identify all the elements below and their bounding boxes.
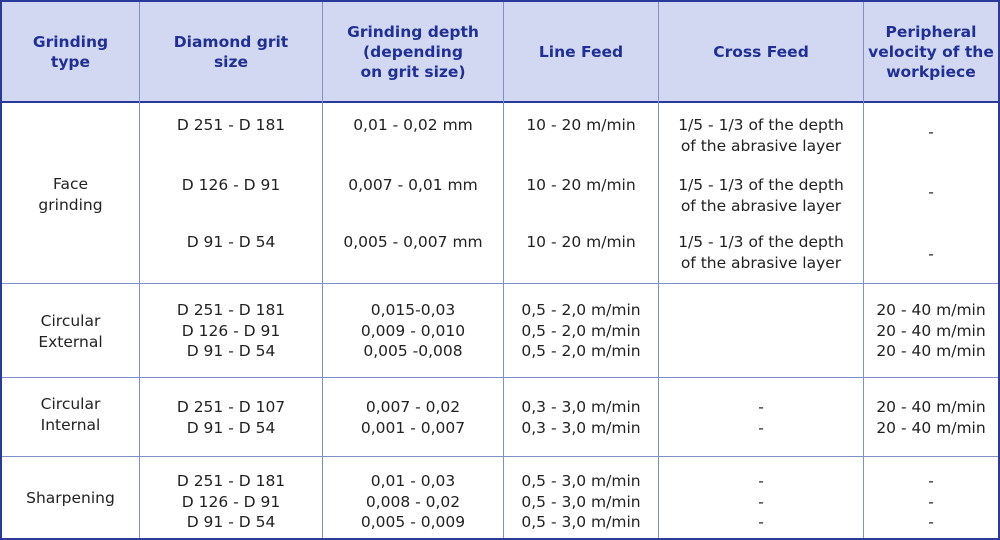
cell-line-feed: 0,3 - 3,0 m/min 0,3 - 3,0 m/min bbox=[521, 398, 641, 437]
cell-velocity: - - - bbox=[928, 472, 934, 531]
header-diamond-grit-size: Diamond grit size bbox=[173, 32, 289, 71]
cell-depth: 0,015-0,03 0,009 - 0,010 0,005 -0,008 bbox=[360, 301, 466, 360]
header-grinding-depth: Grinding depth (depending on grit size) bbox=[347, 22, 479, 81]
header-line-feed: Line Feed bbox=[538, 42, 624, 61]
cell-type-circular-external: Circular External bbox=[38, 312, 103, 351]
cell-depth: 0,007 - 0,01 mm bbox=[348, 176, 478, 194]
header-peripheral-velocity: Peripheral velocity of the workpiece bbox=[868, 22, 994, 81]
cell-depth: 0,007 - 0,02 0,001 - 0,007 bbox=[360, 398, 466, 437]
cell-grit: D 91 - D 54 bbox=[186, 233, 276, 251]
cell-cross-feed: - - - bbox=[758, 472, 764, 531]
column-divider bbox=[658, 2, 659, 538]
cell-line-feed: 10 - 20 m/min bbox=[526, 176, 636, 194]
cell-velocity: - bbox=[928, 123, 934, 141]
header-cross-feed: Cross Feed bbox=[713, 42, 809, 61]
cell-cross-feed: 1/5 - 1/3 of the depth of the abrasive l… bbox=[678, 233, 844, 272]
cell-velocity: 20 - 40 m/min 20 - 40 m/min 20 - 40 m/mi… bbox=[876, 301, 986, 360]
column-divider bbox=[322, 2, 323, 538]
cell-type-face-grinding: Face grinding bbox=[38, 175, 103, 214]
cell-velocity: - bbox=[928, 183, 934, 201]
cell-grit: D 251 - D 181 D 126 - D 91 D 91 - D 54 bbox=[176, 472, 286, 531]
column-divider bbox=[139, 2, 140, 538]
cell-line-feed: 0,5 - 2,0 m/min 0,5 - 2,0 m/min 0,5 - 2,… bbox=[521, 301, 641, 360]
cell-cross-feed: 1/5 - 1/3 of the depth of the abrasive l… bbox=[678, 176, 844, 215]
cell-depth: 0,01 - 0,03 0,008 - 0,02 0,005 - 0,009 bbox=[360, 472, 466, 531]
cell-line-feed: 0,5 - 3,0 m/min 0,5 - 3,0 m/min 0,5 - 3,… bbox=[521, 472, 641, 531]
cell-depth: 0,005 - 0,007 mm bbox=[343, 233, 483, 251]
cell-grit: D 251 - D 181 bbox=[176, 116, 286, 134]
cell-cross-feed: - - bbox=[758, 398, 764, 437]
cell-grit: D 251 - D 107 D 91 - D 54 bbox=[176, 398, 286, 437]
cell-line-feed: 10 - 20 m/min bbox=[526, 233, 636, 251]
table-header-row bbox=[2, 2, 998, 103]
cell-line-feed: 10 - 20 m/min bbox=[526, 116, 636, 134]
column-divider bbox=[863, 2, 864, 538]
row-divider bbox=[2, 456, 998, 457]
row-divider bbox=[2, 283, 998, 284]
cell-depth: 0,01 - 0,02 mm bbox=[353, 116, 473, 134]
row-divider bbox=[2, 377, 998, 378]
cell-type-sharpening: Sharpening bbox=[26, 489, 115, 507]
cell-velocity: 20 - 40 m/min 20 - 40 m/min bbox=[876, 398, 986, 437]
cell-grit: D 251 - D 181 D 126 - D 91 D 91 - D 54 bbox=[176, 301, 286, 360]
cell-velocity: - bbox=[928, 245, 934, 263]
cell-grit: D 126 - D 91 bbox=[181, 176, 281, 194]
header-grinding-type: Grinding type bbox=[32, 32, 109, 71]
cell-type-circular-internal: Circular Internal bbox=[40, 395, 101, 434]
cell-cross-feed: 1/5 - 1/3 of the depth of the abrasive l… bbox=[678, 116, 844, 155]
column-divider bbox=[503, 2, 504, 538]
